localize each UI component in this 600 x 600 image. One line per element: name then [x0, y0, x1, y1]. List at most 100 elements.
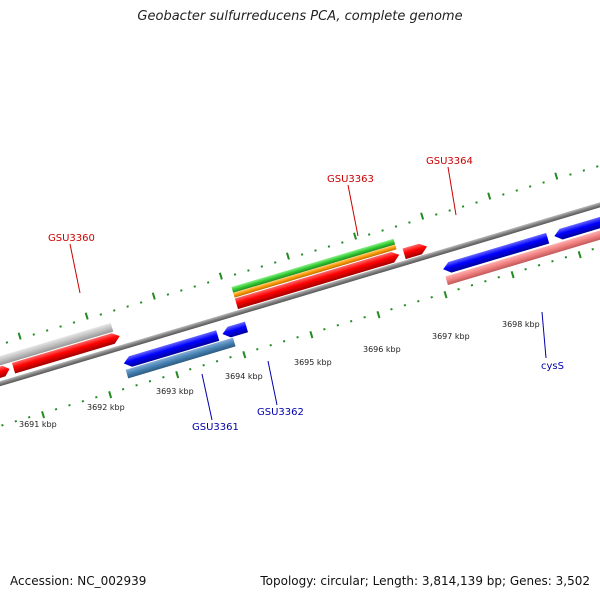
major-tick	[554, 172, 559, 180]
feature-bar-green	[231, 238, 396, 293]
major-tick	[309, 331, 314, 339]
gene-label-gsu3362: GSU3362	[257, 407, 304, 418]
major-tick	[376, 311, 381, 319]
scale-label-3691: 3691 kbp	[19, 420, 57, 429]
major-tick	[510, 271, 515, 279]
minor-tick	[148, 380, 152, 383]
minor-tick	[537, 264, 541, 267]
minor-tick	[484, 280, 487, 283]
gene-arrow-gsu3363	[234, 251, 400, 310]
minor-tick	[408, 221, 411, 224]
minor-tick	[81, 400, 85, 403]
minor-tick	[591, 248, 594, 251]
minor-tick	[430, 296, 433, 299]
forward-tick-track	[5, 165, 599, 344]
minor-tick	[113, 309, 116, 312]
minor-tick	[126, 305, 129, 308]
scale-label-3692: 3692 kbp	[87, 403, 125, 412]
minor-tick	[528, 185, 532, 188]
gene-arrow-gsu3360	[11, 333, 120, 374]
minor-tick	[390, 308, 393, 311]
minor-tick	[229, 356, 232, 359]
gene-label-gsu3361: GSU3361	[192, 422, 239, 433]
minor-tick	[596, 165, 599, 168]
minor-tick	[300, 253, 304, 256]
minor-tick	[417, 300, 420, 303]
feature-bar-steelblue	[125, 337, 236, 379]
minor-tick	[188, 368, 192, 371]
scale-label-3694: 3694 kbp	[225, 372, 263, 381]
gene-arrow-forward	[0, 365, 10, 410]
major-tick	[286, 252, 290, 260]
feature-bar-orange	[233, 244, 397, 298]
minor-tick	[193, 285, 197, 288]
reverse-tick-track	[1, 248, 594, 427]
minor-tick	[121, 388, 125, 391]
minor-tick	[162, 376, 165, 379]
scale-label-3698: 3698 kbp	[502, 320, 540, 329]
minor-tick	[435, 213, 438, 216]
minor-tick	[502, 193, 505, 196]
minor-tick	[14, 420, 18, 423]
gene-arrow-cyss	[443, 232, 550, 273]
minor-tick	[1, 424, 4, 427]
minor-tick	[323, 328, 326, 331]
leader-line-gsu3362	[267, 360, 278, 406]
minor-tick	[59, 325, 62, 328]
gene-arrow-gsu3362	[222, 321, 249, 338]
major-tick	[242, 351, 247, 359]
minor-tick	[381, 229, 384, 232]
minor-tick	[582, 169, 586, 172]
feature-bar-pink	[445, 198, 600, 286]
major-tick	[84, 312, 89, 320]
minor-tick	[394, 225, 398, 228]
minor-tick	[95, 396, 98, 399]
leader-line-gsu3361	[201, 373, 213, 421]
gene-label-gsu3364: GSU3364	[426, 156, 473, 167]
scale-label-3696: 3696 kbp	[363, 345, 401, 354]
major-tick	[353, 232, 358, 240]
minor-tick	[180, 289, 183, 292]
gene-arrow-gsu3364	[402, 243, 428, 260]
gene-label-gsu3360: GSU3360	[48, 233, 95, 244]
minor-tick	[296, 336, 299, 339]
minor-tick	[470, 284, 474, 287]
gene-label-gsu3363: GSU3363	[327, 174, 374, 185]
minor-tick	[569, 173, 572, 176]
major-tick	[151, 292, 156, 300]
minor-tick	[524, 268, 527, 271]
major-tick	[420, 212, 425, 220]
genome-backbone	[0, 172, 600, 418]
minor-tick	[282, 340, 286, 343]
minor-tick	[202, 364, 205, 367]
minor-tick	[256, 348, 259, 351]
minor-tick	[274, 261, 277, 264]
minor-tick	[564, 256, 568, 259]
minor-tick	[551, 260, 554, 263]
accession-label: Accession: NC_002939	[10, 574, 147, 588]
minor-tick	[403, 304, 407, 307]
minor-tick	[233, 273, 237, 276]
genome-title: Geobacter sulfurreducens PCA, complete g…	[137, 9, 463, 24]
minor-tick	[72, 321, 76, 324]
major-tick	[218, 272, 223, 280]
minor-tick	[341, 241, 344, 244]
minor-tick	[457, 288, 460, 291]
minor-tick	[135, 384, 138, 387]
major-tick	[41, 411, 46, 419]
minor-tick	[166, 293, 170, 296]
minor-tick	[206, 281, 210, 284]
leader-line-gsu3363	[347, 184, 359, 237]
minor-tick	[27, 416, 31, 419]
minor-tick	[54, 408, 58, 411]
minor-tick	[247, 269, 250, 272]
minor-tick	[461, 205, 465, 208]
minor-tick	[475, 201, 478, 204]
major-tick	[108, 391, 113, 399]
major-tick	[577, 251, 582, 259]
minor-tick	[269, 344, 272, 347]
gene-arrow-gsu3361	[123, 330, 220, 367]
major-tick	[443, 291, 448, 299]
pseudo-gene-bar	[0, 323, 114, 398]
